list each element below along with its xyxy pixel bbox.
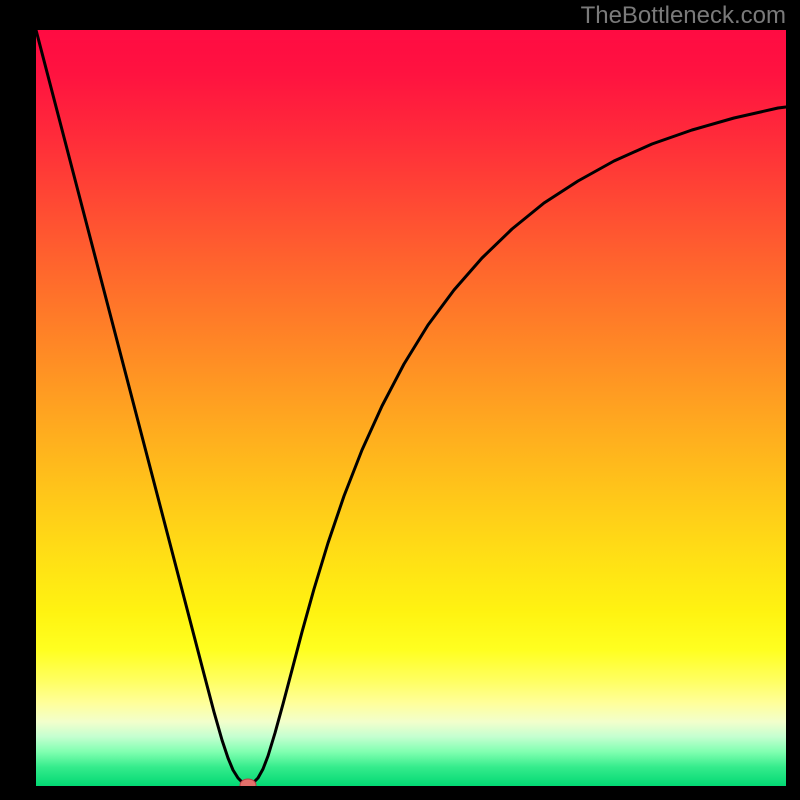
chart-svg: [36, 30, 786, 786]
plot-area: [36, 30, 786, 786]
chart-container: TheBottleneck.com: [0, 0, 800, 800]
gradient-background: [36, 30, 786, 786]
watermark-text: TheBottleneck.com: [581, 2, 786, 30]
